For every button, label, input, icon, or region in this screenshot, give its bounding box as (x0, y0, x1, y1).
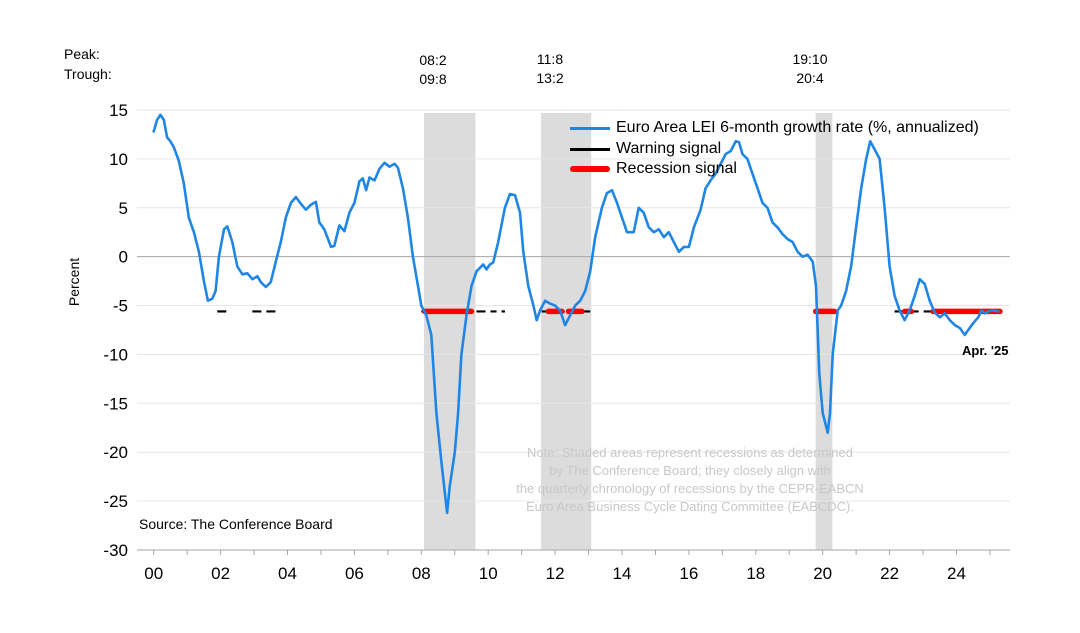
recession-1-trough: 09:8 (419, 71, 447, 87)
legend-swatch-recession (570, 166, 610, 172)
y-tick-labels: 15 10 5 0 -5 -10 -15 -20 -25 -30 (103, 101, 128, 560)
y-tick-label: -10 (103, 345, 128, 364)
legend-item-lei: Euro Area LEI 6-month growth rate (%, an… (570, 118, 979, 138)
legend-swatch-lei (570, 126, 610, 130)
y-tick-label: 0 (119, 248, 128, 267)
note-line: the quarterly chronology of recessions b… (516, 481, 864, 496)
y-tick-label: -15 (103, 394, 128, 413)
legend-label-lei: Euro Area LEI 6-month growth rate (%, an… (616, 119, 979, 136)
x-tick-labels: 00 02 04 06 08 10 12 14 16 18 20 22 24 (144, 564, 966, 583)
x-tick-label: 16 (679, 564, 698, 583)
x-tick-label: 04 (278, 564, 297, 583)
recession-band (541, 113, 592, 550)
recession-2-trough: 13:2 (536, 70, 564, 86)
note-line: Euro Area Business Cycle Dating Committe… (525, 499, 854, 514)
gridlines (137, 109, 1010, 502)
x-tick-label: 22 (880, 564, 899, 583)
legend-item-warning: Warning signal (570, 139, 721, 159)
x-tick-label: 10 (479, 564, 498, 583)
x-tick-label: 00 (144, 564, 163, 583)
recession-band (423, 113, 476, 550)
end-date-label: Apr. '25 (962, 343, 1009, 358)
y-tick-label: -30 (103, 541, 128, 560)
y-tick-label: 15 (109, 101, 128, 120)
legend-label-recession: Recession signal (616, 160, 737, 177)
x-tick-label: 20 (813, 564, 832, 583)
lei-series-line (152, 113, 1000, 515)
trough-label: Trough: (64, 66, 112, 82)
peak-label: Peak: (64, 46, 100, 62)
recession-band (815, 113, 833, 550)
y-tick-label: -20 (103, 443, 128, 462)
x-tick-label: 24 (947, 564, 966, 583)
recession-3-peak: 19:10 (792, 51, 828, 67)
axes (137, 549, 1010, 555)
x-tick-label: 14 (613, 564, 632, 583)
legend-label-warning: Warning signal (616, 140, 722, 157)
x-tick-label: 08 (412, 564, 431, 583)
y-axis-label: Percent (66, 257, 83, 307)
recession-3-trough: 20:4 (796, 70, 824, 86)
legend-item-recession: Recession signal (570, 159, 737, 179)
y-tick-label: 10 (109, 150, 128, 169)
x-tick-label: 18 (746, 564, 765, 583)
note-line: by The Conference Board; they closely al… (549, 463, 831, 478)
legend-swatch-warning (570, 147, 610, 151)
note-text: Note: Shaded areas represent recessions … (470, 444, 910, 516)
y-tick-label: 5 (119, 199, 128, 218)
y-tick-label: -25 (103, 492, 128, 511)
series-layer (152, 113, 1000, 515)
source-text: Source: The Conference Board (139, 516, 333, 532)
x-tick-label: 12 (546, 564, 565, 583)
note-line: Note: Shaded areas represent recessions … (527, 445, 853, 460)
y-tick-label: -5 (113, 297, 128, 316)
x-tick-label: 02 (211, 564, 230, 583)
recession-shading (423, 113, 833, 550)
recession-2-peak: 11:8 (536, 51, 564, 67)
recession-1-peak: 08:2 (419, 52, 447, 68)
x-tick-label: 06 (345, 564, 364, 583)
